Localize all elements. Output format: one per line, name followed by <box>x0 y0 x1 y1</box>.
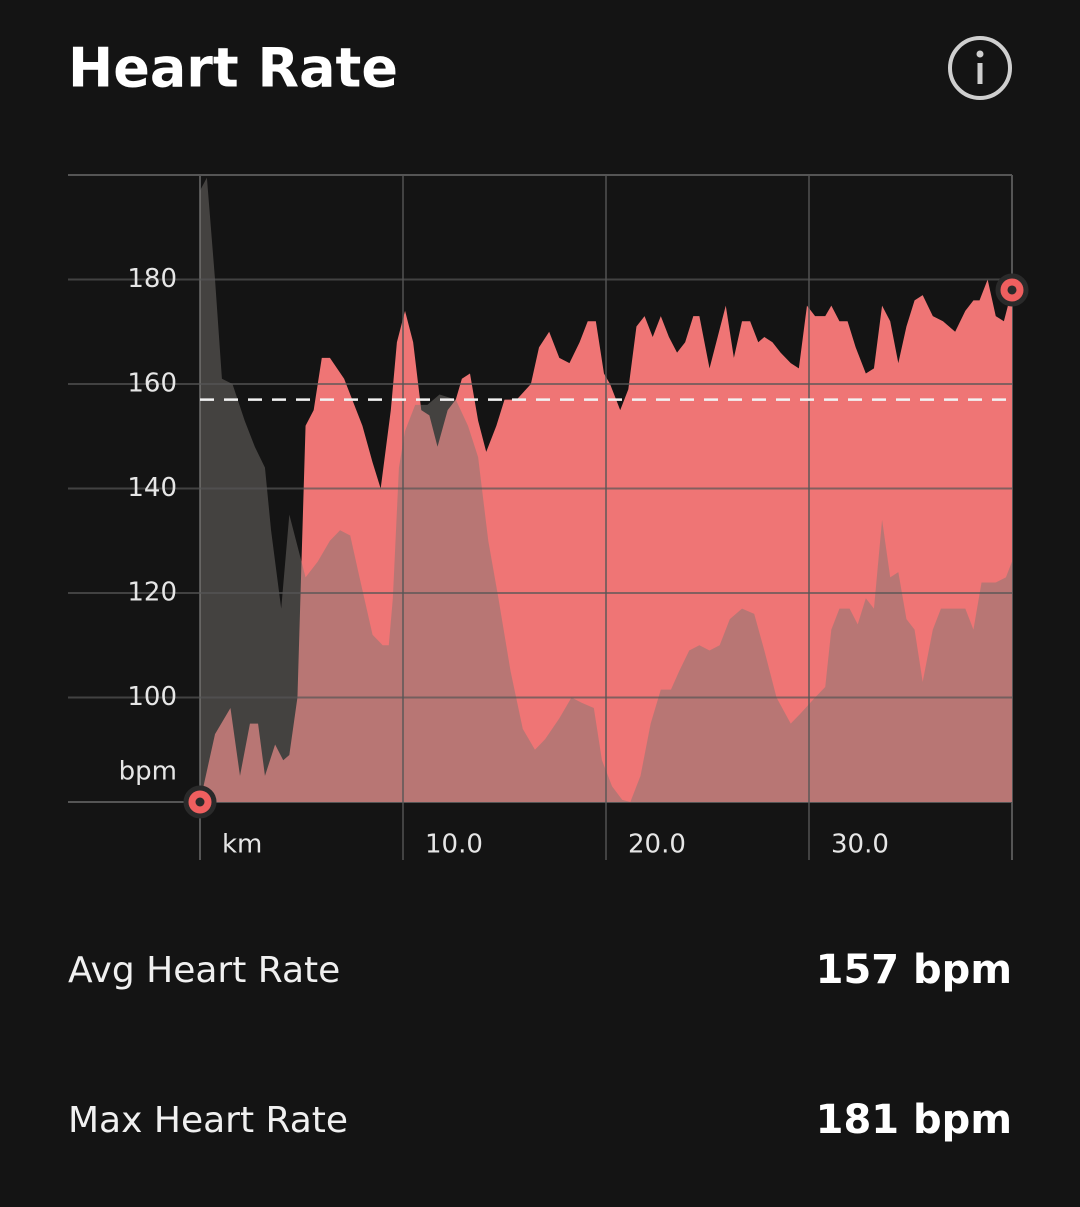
y-tick-label: 140 <box>127 473 177 503</box>
y-tick-label: 120 <box>127 578 177 608</box>
y-tick-label: 180 <box>127 264 177 294</box>
y-axis-label: bpm <box>119 757 177 787</box>
stat-label: Max Heart Rate <box>68 1100 348 1141</box>
x-axis-label: km <box>222 830 262 860</box>
info-dot <box>976 50 984 58</box>
title: Heart Rate <box>68 37 398 100</box>
stat-value: 181 bpm <box>816 1097 1012 1143</box>
y-tick-label: 100 <box>127 682 177 712</box>
x-tick-label: 10.0 <box>425 830 483 860</box>
x-tick-label: 30.0 <box>831 830 889 860</box>
plot: 100 120 140 160 180 10.0 20.0 30.0 bpm km <box>68 174 1029 860</box>
stat-label: Avg Heart Rate <box>68 950 340 991</box>
y-tick-label: 160 <box>127 369 177 399</box>
x-tick-label: 20.0 <box>628 830 686 860</box>
endpoint-dot <box>195 797 205 807</box>
endpoint-dot <box>1007 285 1017 295</box>
stat-value: 157 bpm <box>816 947 1012 993</box>
info-button[interactable] <box>948 36 1012 100</box>
info-ring[interactable] <box>948 36 1012 100</box>
